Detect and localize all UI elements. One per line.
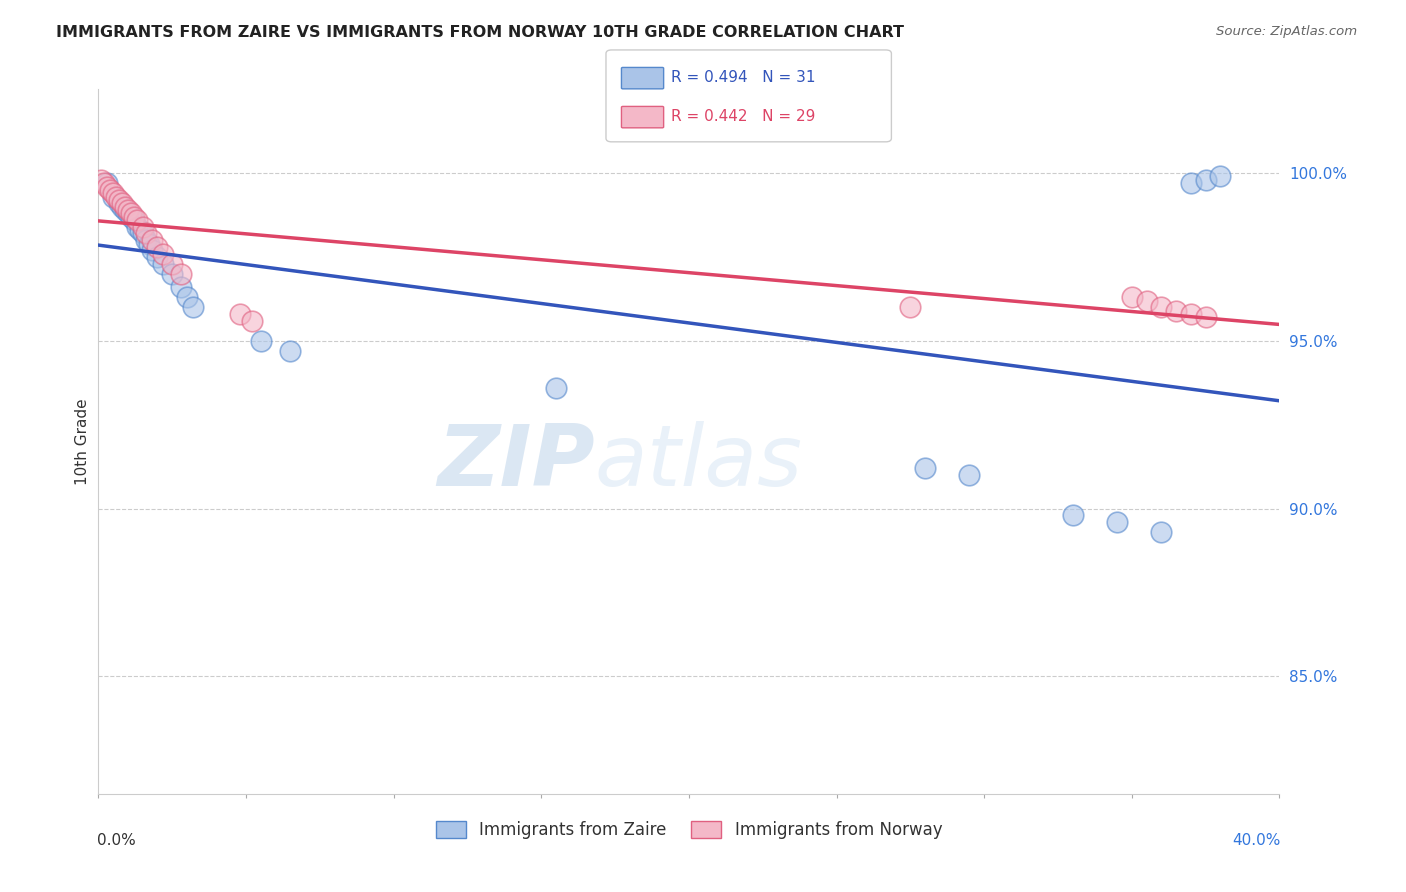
Point bbox=[125, 219, 148, 234]
Point bbox=[90, 173, 112, 187]
Point bbox=[1150, 525, 1173, 540]
Point bbox=[1180, 176, 1202, 190]
Point bbox=[1107, 515, 1129, 529]
Point bbox=[103, 189, 125, 203]
Point bbox=[135, 233, 157, 247]
Point bbox=[170, 267, 193, 281]
Point bbox=[96, 176, 118, 190]
Point bbox=[132, 219, 155, 234]
Point bbox=[141, 233, 163, 247]
Text: 0.0%: 0.0% bbox=[97, 832, 136, 847]
Legend: Immigrants from Zaire, Immigrants from Norway: Immigrants from Zaire, Immigrants from N… bbox=[429, 814, 949, 846]
Point bbox=[900, 301, 922, 315]
Point bbox=[114, 200, 136, 214]
Point bbox=[111, 196, 134, 211]
Point bbox=[1062, 508, 1084, 523]
Point bbox=[128, 223, 150, 237]
Point bbox=[1166, 303, 1188, 318]
Point bbox=[162, 267, 183, 281]
Point bbox=[1150, 301, 1173, 315]
Point bbox=[146, 240, 169, 254]
Point bbox=[959, 468, 981, 483]
Point bbox=[250, 334, 273, 348]
Point bbox=[546, 381, 568, 395]
Point bbox=[280, 343, 302, 358]
Point bbox=[146, 250, 169, 264]
Point bbox=[111, 200, 134, 214]
Point bbox=[125, 213, 148, 227]
Point bbox=[103, 186, 125, 201]
Y-axis label: 10th Grade: 10th Grade bbox=[75, 398, 90, 485]
Point bbox=[181, 301, 204, 315]
Point bbox=[1136, 293, 1159, 308]
Point bbox=[1209, 169, 1232, 184]
Point bbox=[152, 246, 174, 260]
Point bbox=[114, 202, 136, 217]
Point bbox=[914, 461, 936, 475]
Text: R = 0.494   N = 31: R = 0.494 N = 31 bbox=[671, 70, 815, 85]
Point bbox=[120, 210, 142, 224]
Point bbox=[1195, 310, 1218, 325]
Point bbox=[141, 244, 163, 258]
Point bbox=[98, 183, 121, 197]
Point bbox=[138, 236, 160, 251]
Point bbox=[135, 227, 157, 241]
Point bbox=[162, 257, 183, 271]
Point bbox=[117, 206, 139, 220]
Point bbox=[229, 307, 252, 321]
Point bbox=[117, 202, 139, 217]
Point bbox=[108, 196, 131, 211]
Text: R = 0.442   N = 29: R = 0.442 N = 29 bbox=[671, 109, 815, 124]
Point bbox=[93, 176, 115, 190]
Point bbox=[96, 179, 118, 194]
Point bbox=[1180, 307, 1202, 321]
Point bbox=[240, 314, 263, 328]
Text: 40.0%: 40.0% bbox=[1232, 832, 1281, 847]
Text: atlas: atlas bbox=[595, 421, 803, 504]
Point bbox=[108, 193, 131, 207]
Point bbox=[105, 189, 128, 203]
Point bbox=[132, 227, 155, 241]
Point bbox=[122, 213, 145, 227]
Point bbox=[122, 210, 145, 224]
Point bbox=[120, 206, 142, 220]
Text: ZIP: ZIP bbox=[437, 421, 595, 504]
Point bbox=[176, 290, 198, 304]
Point bbox=[1195, 173, 1218, 187]
Text: IMMIGRANTS FROM ZAIRE VS IMMIGRANTS FROM NORWAY 10TH GRADE CORRELATION CHART: IMMIGRANTS FROM ZAIRE VS IMMIGRANTS FROM… bbox=[56, 25, 904, 40]
Text: Source: ZipAtlas.com: Source: ZipAtlas.com bbox=[1216, 25, 1357, 38]
Point bbox=[1121, 290, 1143, 304]
Point bbox=[152, 257, 174, 271]
Point bbox=[170, 280, 193, 294]
